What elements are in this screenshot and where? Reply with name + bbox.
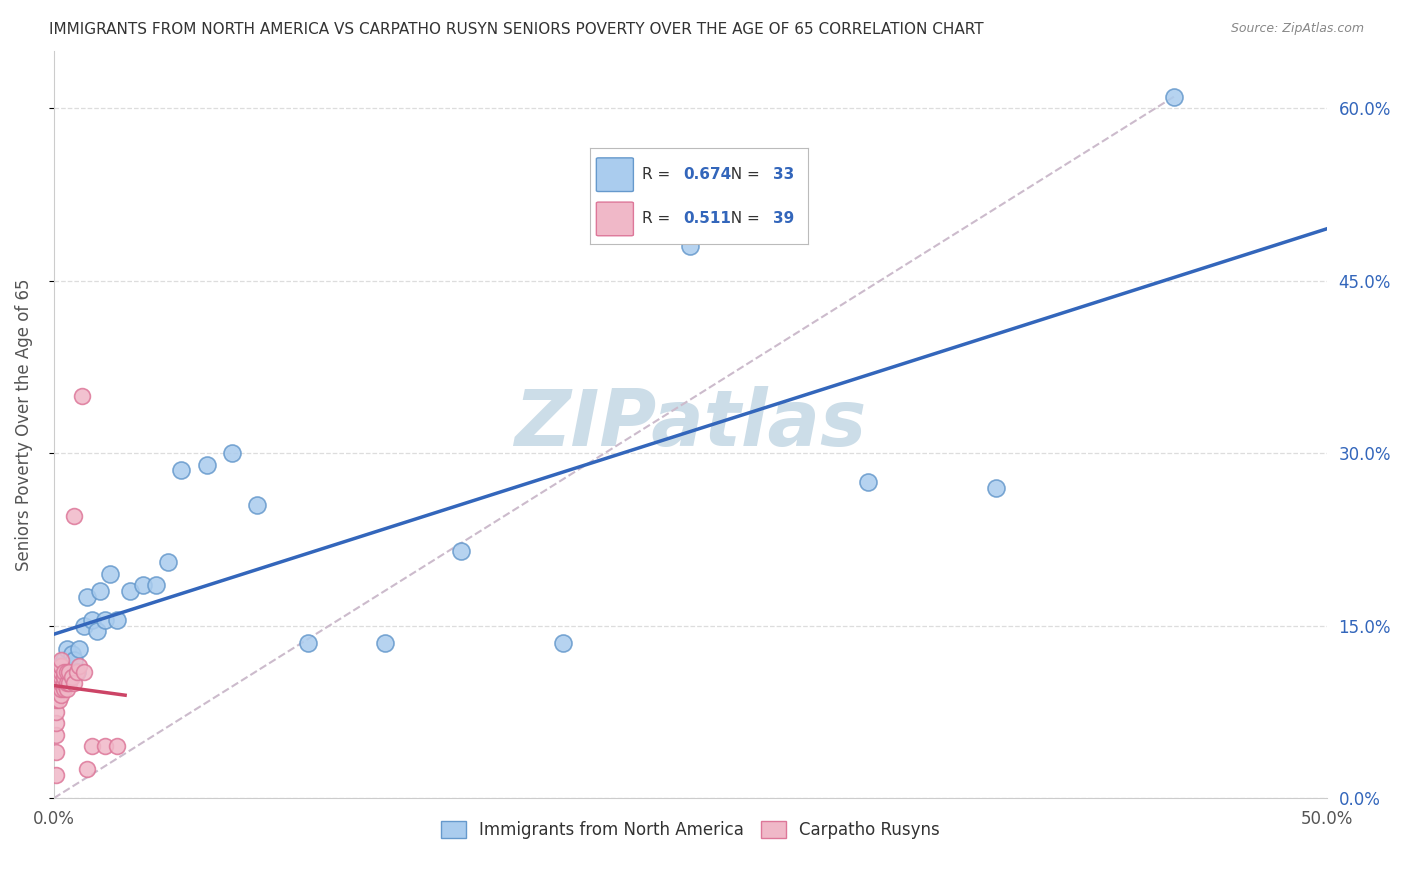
Text: ZIPatlas: ZIPatlas [515,386,866,462]
Point [89,584,111,599]
Point [51,653,73,667]
Point [66,665,89,679]
Point [45,768,67,782]
Point [51,665,73,679]
Text: Source: ZipAtlas.com: Source: ZipAtlas.com [1230,22,1364,36]
Point [145,578,167,592]
Point [94,739,117,754]
Point [66,665,89,679]
Point [48,693,70,707]
Text: N =: N = [721,211,765,227]
Point [58,676,80,690]
Text: 0.674: 0.674 [683,167,731,182]
Point [67,659,90,673]
Point [120,584,142,599]
Point [98,566,121,581]
Point [45,693,67,707]
Point [51,670,73,684]
Point [45,728,67,742]
Point [170,463,193,477]
FancyBboxPatch shape [596,158,633,192]
Point [48,676,70,690]
Point [55,681,77,696]
Point [45,681,67,696]
Point [55,676,77,690]
Point [51,688,73,702]
Point [63,509,86,524]
Point [132,578,155,592]
Point [63,676,86,690]
FancyBboxPatch shape [596,202,633,235]
Point [51,659,73,673]
Point [76,763,98,777]
Point [53,653,76,667]
Point [53,670,76,684]
Text: IMMIGRANTS FROM NORTH AMERICA VS CARPATHO RUSYN SENIORS POVERTY OVER THE AGE OF : IMMIGRANTS FROM NORTH AMERICA VS CARPATH… [49,22,984,37]
Point [48,659,70,673]
Point [51,659,73,673]
Point [55,665,77,679]
Point [58,665,80,679]
Point [51,681,73,696]
Text: 33: 33 [773,167,794,182]
Point [55,641,77,656]
Point [80,739,103,754]
Point [58,659,80,673]
Point [53,681,76,696]
Y-axis label: Seniors Poverty Over the Age of 65: Seniors Poverty Over the Age of 65 [15,278,32,571]
Point [70,389,93,403]
Point [53,676,76,690]
Point [51,676,73,690]
Legend: Immigrants from North America, Carpatho Rusyns: Immigrants from North America, Carpatho … [434,814,946,846]
Point [297,636,319,650]
Point [73,665,96,679]
Point [450,544,472,558]
Point [48,670,70,684]
Text: N =: N = [721,167,765,182]
Text: 0.511: 0.511 [683,211,731,227]
Point [551,636,574,650]
Point [246,498,269,512]
Text: R =: R = [643,211,675,227]
Point [48,681,70,696]
Point [63,653,86,667]
Point [107,739,129,754]
Point [221,446,243,460]
Point [60,670,83,684]
Point [45,716,67,731]
Point [94,613,117,627]
Point [60,648,83,662]
Point [374,636,396,650]
Point [67,641,90,656]
Point [157,555,180,569]
Point [53,665,76,679]
Point [86,624,108,639]
Point [195,458,218,472]
Point [45,745,67,759]
Text: R =: R = [643,167,675,182]
Point [80,613,103,627]
Text: 39: 39 [773,211,794,227]
Point [45,705,67,719]
Point [984,481,1007,495]
Point [73,618,96,632]
Point [51,670,73,684]
Point [858,475,880,489]
Point [1163,89,1185,103]
Point [48,665,70,679]
Point [107,613,129,627]
Point [76,590,98,604]
Point [679,239,702,253]
